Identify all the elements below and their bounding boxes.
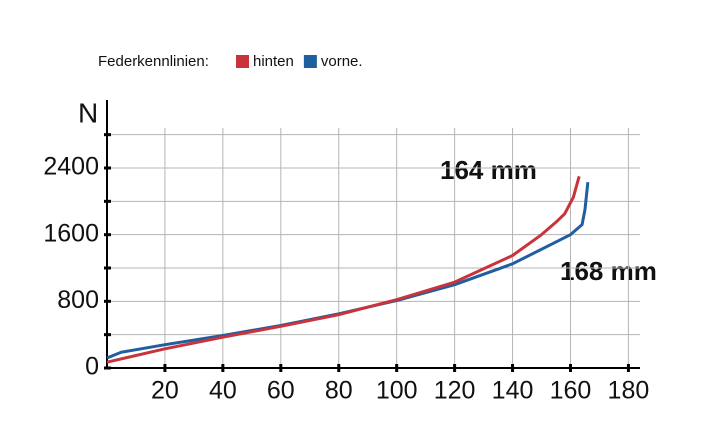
y-tick-label: 1600 [43, 219, 99, 247]
annotation: 164 mm [440, 155, 537, 185]
legend-label: hinten [253, 53, 294, 70]
legend-title: Federkennlinien: [98, 53, 209, 70]
y-tick-label: 2400 [43, 153, 99, 181]
x-tick-label: 80 [325, 377, 353, 405]
y-axis-label: N [78, 97, 98, 128]
x-tick-label: 100 [376, 377, 418, 405]
annotation: 168 mm [560, 256, 657, 286]
legend-swatch [303, 55, 317, 68]
x-tick-label: 20 [151, 377, 179, 405]
x-tick-label: 120 [434, 377, 476, 405]
legend-label: vorne. [321, 53, 363, 70]
x-tick-label: 180 [608, 377, 650, 405]
y-tick-label: 800 [57, 286, 99, 314]
x-tick-label: 60 [267, 377, 295, 405]
data-line [106, 182, 590, 360]
x-tick-label: 140 [492, 377, 534, 405]
x-tick-label: 40 [209, 377, 237, 405]
data-line [106, 175, 581, 364]
legend-swatch [236, 55, 249, 68]
x-tick-label: 160 [550, 377, 592, 405]
y-tick-label: 0 [85, 353, 99, 381]
